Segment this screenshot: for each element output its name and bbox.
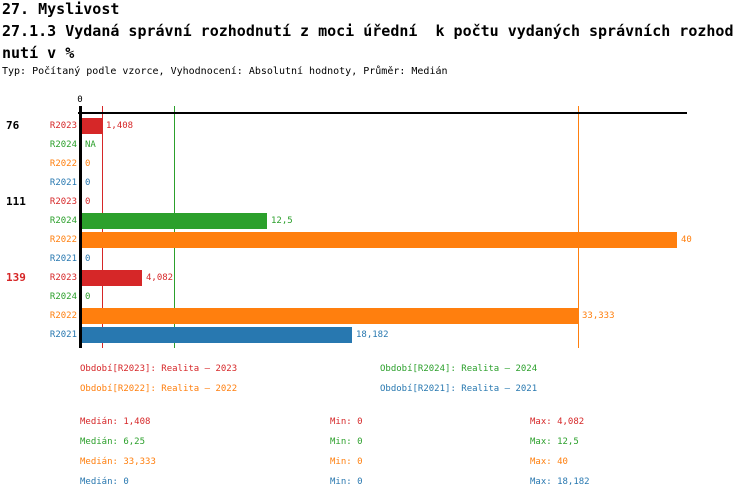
legend-item-R2024: Období[R2024]: Realita – 2024 <box>380 364 538 374</box>
report-meta: Typ: Počítaný podle vzorce, Vyhodnocení:… <box>2 66 448 77</box>
bar-R2021 <box>82 327 352 343</box>
row-label-R2022: R2022 <box>49 235 77 245</box>
group-label: 139 <box>6 271 26 284</box>
median-gridline-R2022 <box>578 106 579 348</box>
zero-tick-label: 0 <box>77 95 83 105</box>
legend-item-R2023: Období[R2023]: Realita – 2023 <box>80 364 238 374</box>
row-label-R2023: R2023 <box>49 273 77 283</box>
bar-value-label: 0 <box>85 178 91 188</box>
row-label-R2024: R2024 <box>49 140 77 150</box>
row-label-R2022: R2022 <box>49 311 77 321</box>
stat-min-R2023: Min: 0 <box>330 417 363 427</box>
bar-R2023 <box>82 270 142 286</box>
bar-value-label: 12,5 <box>271 216 293 226</box>
row-label-R2023: R2023 <box>49 197 77 207</box>
bar-value-label: 4,082 <box>146 273 174 283</box>
legend-item-R2021: Období[R2021]: Realita – 2021 <box>380 384 538 394</box>
bar-value-label: 0 <box>85 197 91 207</box>
bar-value-label: 0 <box>85 292 91 302</box>
bar-R2023 <box>82 118 102 134</box>
stat-max-R2022: Max: 40 <box>530 457 568 467</box>
stat-median-R2024: Medián: 6,25 <box>80 437 146 447</box>
report-chapter-title: 27. Myslivost <box>2 0 120 18</box>
row-label-R2024: R2024 <box>49 216 77 226</box>
bar-R2022 <box>82 308 578 324</box>
report-subtitle-line1: 27.1.3 Vydaná správní rozhodnutí z moci … <box>2 22 734 40</box>
group-label: 111 <box>6 195 26 208</box>
bar-value-label: 40 <box>681 235 692 245</box>
report-subtitle-line2: nutí v % <box>2 44 75 62</box>
stat-min-R2021: Min: 0 <box>330 477 363 487</box>
stat-max-R2023: Max: 4,082 <box>530 417 585 427</box>
row-label-R2021: R2021 <box>49 254 77 264</box>
bar-R2024 <box>82 213 267 229</box>
y-axis-line <box>79 106 82 348</box>
bar-value-label: 1,408 <box>106 121 134 131</box>
bar-value-label: 33,333 <box>582 311 615 321</box>
stat-max-R2021: Max: 18,182 <box>530 477 590 487</box>
bar-R2022 <box>82 232 677 248</box>
x-axis-line <box>78 112 687 114</box>
bar-value-label: 0 <box>85 159 91 169</box>
row-label-R2021: R2021 <box>49 330 77 340</box>
stat-median-R2022: Medián: 33,333 <box>80 457 156 467</box>
bar-value-label: 18,182 <box>356 330 389 340</box>
row-label-R2022: R2022 <box>49 159 77 169</box>
stat-min-R2022: Min: 0 <box>330 457 363 467</box>
stat-median-R2021: Medián: 0 <box>80 477 129 487</box>
legend-item-R2022: Období[R2022]: Realita – 2022 <box>80 384 238 394</box>
row-label-R2023: R2023 <box>49 121 77 131</box>
group-label: 76 <box>6 119 20 132</box>
bar-value-label: NA <box>85 140 96 150</box>
stat-median-R2023: Medián: 1,408 <box>80 417 151 427</box>
stat-min-R2024: Min: 0 <box>330 437 363 447</box>
row-label-R2021: R2021 <box>49 178 77 188</box>
stat-max-R2024: Max: 12,5 <box>530 437 579 447</box>
bar-value-label: 0 <box>85 254 91 264</box>
row-label-R2024: R2024 <box>49 292 77 302</box>
